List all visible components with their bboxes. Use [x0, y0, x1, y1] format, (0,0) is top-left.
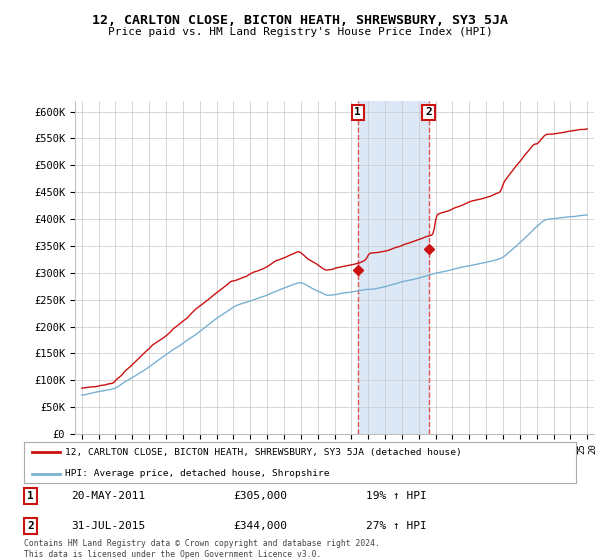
Text: 1: 1	[355, 108, 361, 118]
Text: 12, CARLTON CLOSE, BICTON HEATH, SHREWSBURY, SY3 5JA: 12, CARLTON CLOSE, BICTON HEATH, SHREWSB…	[92, 14, 508, 27]
Text: 2: 2	[27, 521, 34, 531]
Text: Contains HM Land Registry data © Crown copyright and database right 2024.
This d: Contains HM Land Registry data © Crown c…	[24, 539, 380, 559]
Text: 20-MAY-2011: 20-MAY-2011	[71, 491, 145, 501]
Text: 31-JUL-2015: 31-JUL-2015	[71, 521, 145, 531]
Text: HPI: Average price, detached house, Shropshire: HPI: Average price, detached house, Shro…	[65, 469, 330, 478]
Text: 1: 1	[27, 491, 34, 501]
Text: Price paid vs. HM Land Registry's House Price Index (HPI): Price paid vs. HM Land Registry's House …	[107, 27, 493, 37]
Text: £305,000: £305,000	[234, 491, 288, 501]
Bar	[358, 101, 428, 434]
Text: 27% ↑ HPI: 27% ↑ HPI	[366, 521, 427, 531]
Text: £344,000: £344,000	[234, 521, 288, 531]
Text: 19% ↑ HPI: 19% ↑ HPI	[366, 491, 427, 501]
Text: 12, CARLTON CLOSE, BICTON HEATH, SHREWSBURY, SY3 5JA (detached house): 12, CARLTON CLOSE, BICTON HEATH, SHREWSB…	[65, 448, 462, 457]
Text: 2: 2	[425, 108, 432, 118]
